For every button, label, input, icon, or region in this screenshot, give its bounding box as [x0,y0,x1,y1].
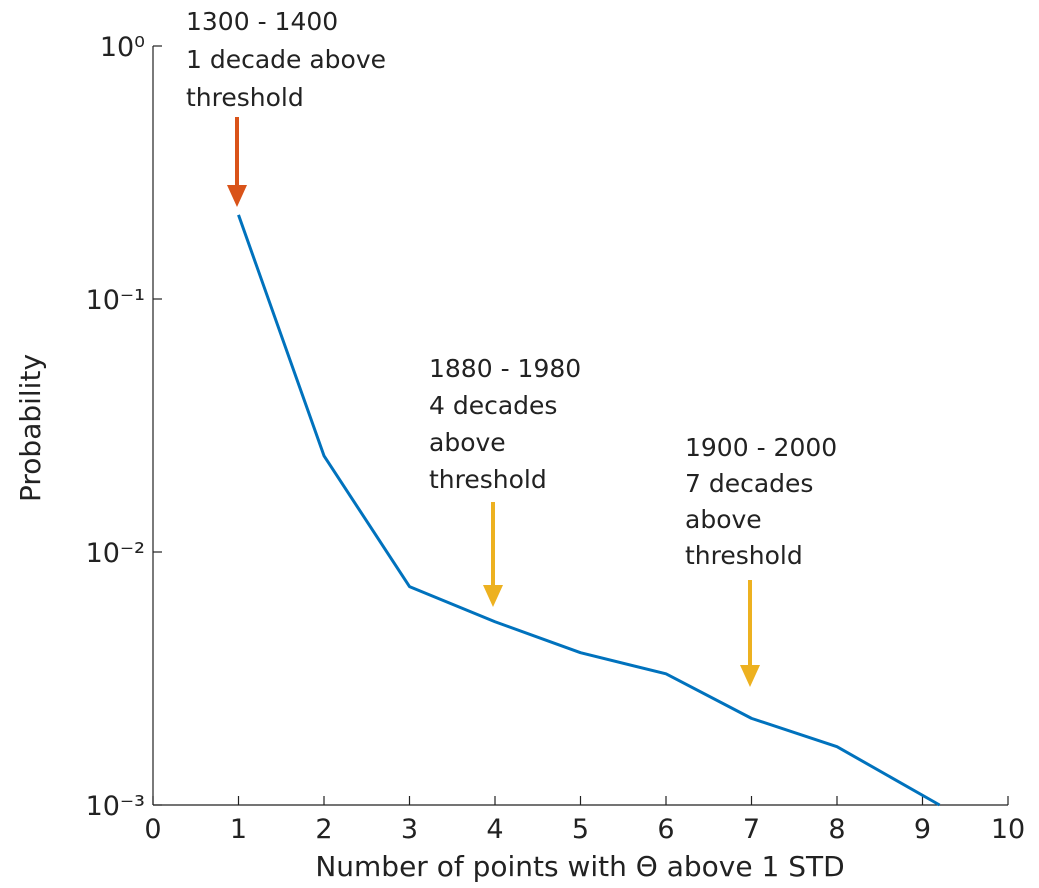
x-axis-label: Number of points with Θ above 1 STD [315,850,844,883]
annotation-text: above [685,505,762,534]
annotation-text: threshold [685,541,803,570]
y-tick-label: 10⁻² [86,538,145,569]
annotation-text: threshold [186,83,304,112]
annotation-arrow-head [227,185,247,207]
y-axis-label: Probability [14,354,47,502]
annotation-text: 1880 - 1980 [429,354,581,383]
data-line [237,214,941,807]
x-tick-label: 9 [914,814,931,845]
x-tick-label: 10 [991,814,1025,845]
x-tick-label: 8 [828,814,845,845]
x-tick-label: 0 [144,814,161,845]
x-tick-label: 2 [315,814,332,845]
x-tick-label: 4 [486,814,503,845]
y-tick-label: 10⁻³ [86,791,145,822]
annotation-text: 1900 - 2000 [685,433,837,462]
annotation-text: 7 decades [685,469,813,498]
x-tick-label: 7 [743,814,760,845]
x-tick-label: 3 [401,814,418,845]
y-tick-label: 10⁻¹ [86,285,145,316]
x-tick-label: 1 [230,814,247,845]
annotation-text: 4 decades [429,391,557,420]
x-tick-label: 6 [657,814,674,845]
annotation-arrow-head [740,665,760,687]
annotation-text: 1 decade above [186,45,386,74]
annotation-text: above [429,428,506,457]
annotation-text: threshold [429,465,547,494]
annotation-arrow-head [483,585,503,607]
x-tick-label: 5 [572,814,589,845]
y-tick-label: 10⁰ [100,32,145,63]
annotation-text: 1300 - 1400 [186,7,338,36]
